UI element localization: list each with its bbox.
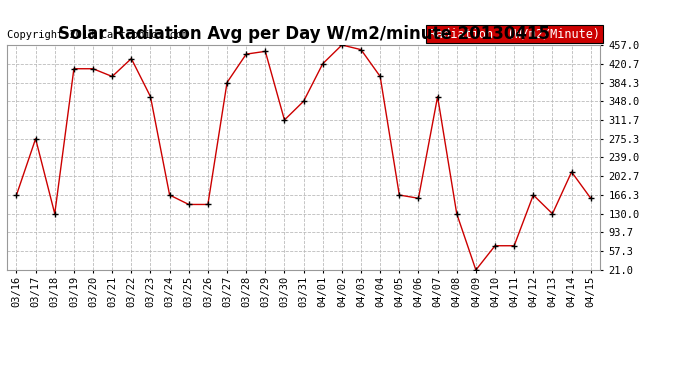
Title: Solar Radiation Avg per Day W/m2/minute 20130415: Solar Radiation Avg per Day W/m2/minute … <box>57 26 550 44</box>
Text: Copyright 2013 Cartronics.com: Copyright 2013 Cartronics.com <box>7 30 188 40</box>
Text: Radiation  (W/m2/Minute): Radiation (W/m2/Minute) <box>429 27 600 40</box>
